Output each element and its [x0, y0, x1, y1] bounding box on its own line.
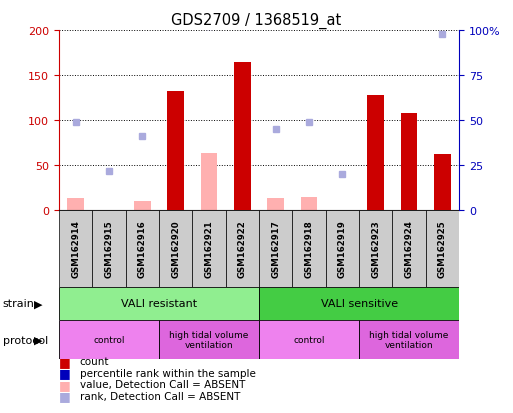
- Text: GSM162921: GSM162921: [205, 220, 213, 278]
- Text: GSM162925: GSM162925: [438, 220, 447, 278]
- Bar: [159, 320, 259, 359]
- Text: GSM162914: GSM162914: [71, 220, 80, 278]
- Bar: [134, 202, 151, 211]
- Text: GSM162922: GSM162922: [238, 220, 247, 278]
- Bar: [159, 211, 192, 287]
- Bar: [267, 199, 284, 211]
- Text: GSM162923: GSM162923: [371, 220, 380, 278]
- Text: ■: ■: [59, 355, 71, 368]
- Text: high tidal volume
ventilation: high tidal volume ventilation: [369, 330, 449, 349]
- Text: GSM162924: GSM162924: [405, 220, 413, 278]
- Bar: [59, 211, 92, 287]
- Bar: [59, 320, 159, 359]
- Text: protocol: protocol: [3, 335, 48, 345]
- Text: GDS2709 / 1368519_at: GDS2709 / 1368519_at: [171, 12, 342, 28]
- Text: ▶: ▶: [33, 335, 42, 345]
- Bar: [367, 96, 384, 211]
- Bar: [126, 211, 159, 287]
- Bar: [359, 211, 392, 287]
- Bar: [59, 287, 259, 320]
- Bar: [359, 320, 459, 359]
- Bar: [259, 287, 459, 320]
- Bar: [392, 211, 426, 287]
- Text: count: count: [80, 356, 109, 366]
- Bar: [201, 154, 218, 211]
- Bar: [301, 197, 318, 211]
- Bar: [259, 320, 359, 359]
- Text: VALI sensitive: VALI sensitive: [321, 299, 398, 309]
- Text: value, Detection Call = ABSENT: value, Detection Call = ABSENT: [80, 380, 245, 389]
- Bar: [234, 62, 251, 211]
- Bar: [259, 211, 292, 287]
- Bar: [326, 211, 359, 287]
- Bar: [67, 198, 84, 211]
- Text: percentile rank within the sample: percentile rank within the sample: [80, 368, 255, 378]
- Bar: [292, 211, 326, 287]
- Bar: [92, 211, 126, 287]
- Text: rank, Detection Call = ABSENT: rank, Detection Call = ABSENT: [80, 391, 240, 401]
- Bar: [434, 155, 451, 211]
- Text: ▶: ▶: [33, 299, 42, 309]
- Text: control: control: [93, 335, 125, 344]
- Text: control: control: [293, 335, 325, 344]
- Text: GSM162915: GSM162915: [105, 220, 113, 278]
- Text: GSM162918: GSM162918: [305, 220, 313, 278]
- Text: GSM162919: GSM162919: [338, 220, 347, 278]
- Text: GSM162920: GSM162920: [171, 220, 180, 278]
- Bar: [426, 211, 459, 287]
- Text: strain: strain: [3, 299, 34, 309]
- Text: ■: ■: [59, 378, 71, 391]
- Text: GSM162916: GSM162916: [138, 220, 147, 278]
- Text: GSM162917: GSM162917: [271, 220, 280, 278]
- Bar: [226, 211, 259, 287]
- Bar: [401, 114, 418, 211]
- Bar: [167, 92, 184, 211]
- Bar: [192, 211, 226, 287]
- Text: VALI resistant: VALI resistant: [121, 299, 197, 309]
- Text: high tidal volume
ventilation: high tidal volume ventilation: [169, 330, 249, 349]
- Text: ■: ■: [59, 366, 71, 380]
- Text: ■: ■: [59, 389, 71, 403]
